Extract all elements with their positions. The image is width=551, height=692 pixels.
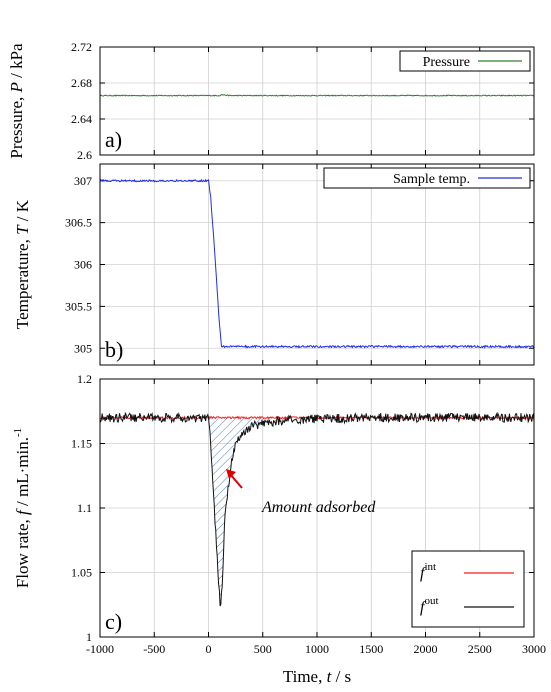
panel-label: b) bbox=[105, 337, 123, 362]
x-axis-label-var: t bbox=[327, 667, 333, 686]
y-tick-label: 2.72 bbox=[71, 40, 92, 54]
y-axis-label-text: Flow rate, bbox=[13, 515, 32, 588]
series-line-pressure bbox=[99, 93, 535, 97]
y-tick-label: 1.05 bbox=[71, 566, 92, 580]
y-tick-label: 305 bbox=[74, 341, 92, 355]
y-tick-label: 1.15 bbox=[71, 437, 92, 451]
y-axis-label-unit: / kPa bbox=[7, 43, 26, 82]
plot-frame bbox=[99, 163, 535, 366]
y-axis-label-text: Pressure, bbox=[7, 93, 26, 159]
annotation-arrow bbox=[229, 473, 243, 489]
x-tick-label: 2500 bbox=[468, 642, 492, 656]
y-axis-label-var: T bbox=[13, 224, 32, 235]
x-tick-label: 0 bbox=[206, 642, 212, 656]
y-axis-label-text: Temperature, bbox=[13, 235, 32, 329]
x-axis-label-text: Time, bbox=[283, 667, 327, 686]
legend-label: Pressure bbox=[423, 55, 470, 70]
y-axis-label-var: f bbox=[13, 508, 32, 515]
x-tick-label: -500 bbox=[143, 642, 165, 656]
legend-label: Sample temp. bbox=[393, 172, 470, 187]
legend-label: fint bbox=[420, 561, 436, 582]
x-tick-label: 500 bbox=[254, 642, 272, 656]
y-axis-label-unit: / mL·min. bbox=[13, 437, 32, 510]
adsorbed-area bbox=[208, 417, 285, 612]
y-tick-label: 2.68 bbox=[71, 76, 92, 90]
y-tick-label: 2.64 bbox=[71, 112, 92, 126]
annotation-text: Amount adsorbed bbox=[261, 499, 376, 516]
y-tick-label: 306 bbox=[74, 258, 92, 272]
y-axis-label-unit: / K bbox=[13, 199, 32, 225]
x-tick-label: 2000 bbox=[414, 642, 438, 656]
legend-box bbox=[399, 50, 531, 72]
legend-label: fout bbox=[420, 595, 439, 616]
series-line-sample-temp- bbox=[99, 178, 534, 349]
x-tick-label: 1000 bbox=[305, 642, 329, 656]
legend-label-sup: out bbox=[424, 595, 438, 607]
legend: Pressure bbox=[399, 50, 531, 72]
y-axis-label-exp: -1 bbox=[12, 428, 24, 437]
y-axis-label-var: P bbox=[7, 82, 26, 93]
x-tick-label: 1500 bbox=[359, 642, 383, 656]
panel-a: 2.722.682.642.6a)Pressure, P / kPa Pressu… bbox=[7, 40, 535, 162]
y-tick-label: 1.2 bbox=[77, 372, 92, 386]
panel-label: c) bbox=[105, 609, 122, 634]
series-line-f-out bbox=[99, 411, 535, 607]
x-axis-label: Time, t / s bbox=[283, 667, 351, 686]
plot-frame bbox=[99, 46, 535, 156]
legend-label-sup: int bbox=[424, 561, 436, 573]
y-tick-label: 1.1 bbox=[77, 501, 92, 515]
legend-box bbox=[411, 550, 525, 628]
y-tick-label: 305.5 bbox=[65, 299, 92, 313]
legend: Sample temp. bbox=[323, 167, 531, 189]
legend-box bbox=[323, 167, 531, 189]
x-axis-label-unit: / s bbox=[331, 667, 351, 686]
x-tick-label: 3000 bbox=[522, 642, 546, 656]
y-axis-label: Flow rate, f / mL·min.-1 bbox=[12, 428, 32, 588]
legend-label-base: f bbox=[420, 565, 427, 582]
y-tick-label: 306.5 bbox=[65, 216, 92, 230]
y-tick-label: 307 bbox=[74, 174, 92, 188]
panel-label: a) bbox=[105, 127, 122, 152]
annotation-arrowhead bbox=[226, 469, 236, 479]
y-axis-label: Pressure, P / kPa bbox=[7, 43, 26, 159]
y-tick-label: 1 bbox=[86, 630, 92, 644]
y-tick-label: 2.6 bbox=[77, 148, 92, 162]
x-tick-label: -1000 bbox=[86, 642, 114, 656]
panel-b: 307 306.5 306 305.5 305 b) Temperature, T / K S… bbox=[13, 163, 535, 366]
y-axis-label: Temperature, T / K bbox=[13, 199, 32, 329]
legend-label-base: f bbox=[420, 599, 427, 616]
plot-frame bbox=[99, 378, 535, 638]
